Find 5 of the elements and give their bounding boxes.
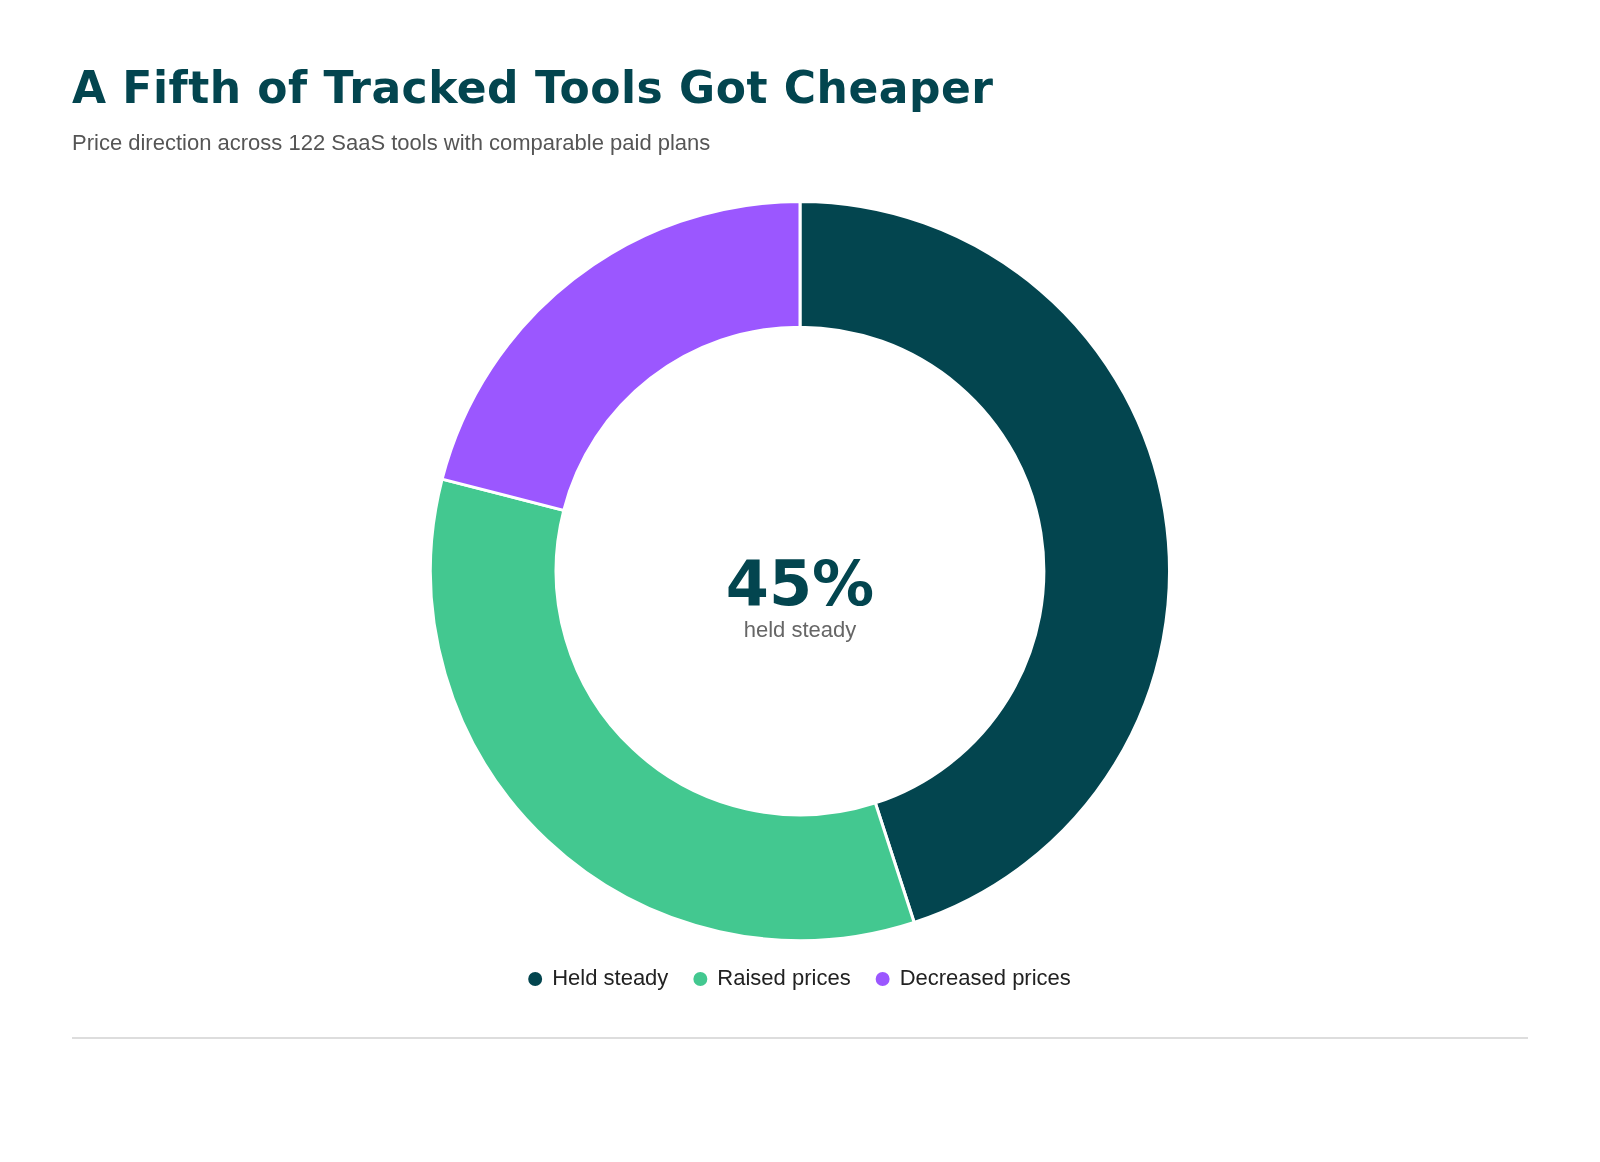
legend-label: Held steady [552, 965, 669, 991]
legend-label: Decreased prices [899, 965, 1071, 991]
legend-label: Raised prices [717, 965, 851, 991]
chart-subtitle: Price direction across 122 SaaS tools with comparable paid plans [72, 130, 711, 156]
chart-title: A Fifth of Tracked Tools Got Cheaper [72, 62, 994, 113]
